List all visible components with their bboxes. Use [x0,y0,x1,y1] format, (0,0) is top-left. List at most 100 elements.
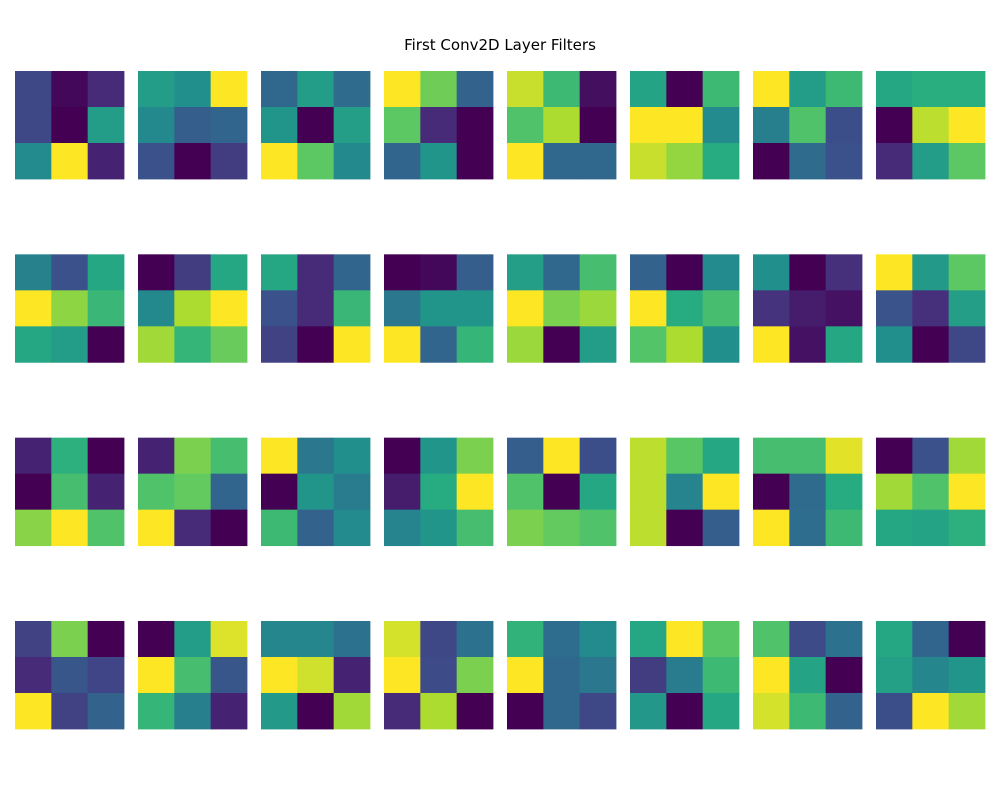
filter-24-cell-2-2 [948,509,986,547]
filter-20-cell-0-0 [384,437,421,475]
filter-18-cell-2-2 [210,509,248,547]
filter-9-cell-1-0 [15,290,52,327]
filter-15-cell-2-1 [789,326,827,363]
filter-23-cell-0-1 [789,437,827,475]
filter-21 [507,437,617,547]
filter-30-cell-0-2 [702,620,740,658]
filter-20-cell-2-2 [456,509,494,547]
filter-17-cell-2-0 [15,509,52,547]
filter-9-cell-1-1 [51,290,89,327]
filter-25-cell-1-0 [15,656,52,694]
filter-8-cell-1-2 [948,107,986,144]
filter-29-cell-1-0 [507,656,544,694]
filter-21-cell-0-2 [579,437,617,475]
filter-17-cell-1-1 [51,473,89,511]
filter-8-cell-1-0 [876,107,913,144]
filter-15 [753,254,863,363]
filter-18-cell-1-0 [138,473,175,511]
filter-1-cell-1-1 [51,107,89,144]
filter-15-cell-0-2 [825,254,863,291]
filter-20 [384,437,494,547]
filter-14-cell-2-2 [702,326,740,363]
filter-22-cell-1-1 [666,473,704,511]
filter-31-cell-1-1 [789,656,827,694]
filter-19-cell-1-2 [333,473,371,511]
filter-24-cell-1-0 [876,473,913,511]
filter-1-cell-1-0 [15,107,52,144]
filter-24-cell-1-1 [912,473,950,511]
filter-6-cell-0-0 [630,71,667,108]
filter-22-cell-1-2 [702,473,740,511]
filter-25-cell-1-1 [51,656,89,694]
filter-4-cell-2-2 [456,143,494,180]
filter-2-cell-0-1 [174,71,212,108]
filter-1-cell-0-0 [15,71,52,108]
filter-6-cell-2-2 [702,143,740,180]
filter-7-cell-1-1 [789,107,827,144]
filter-20-cell-0-2 [456,437,494,475]
filter-8-cell-0-0 [876,71,913,108]
filter-31-cell-0-2 [825,620,863,658]
filter-15-cell-1-1 [789,290,827,327]
filter-19-cell-2-0 [261,509,298,547]
filter-21-cell-1-2 [579,473,617,511]
filter-31-cell-2-0 [753,692,790,730]
filter-10-cell-2-1 [174,326,212,363]
filter-27-cell-2-0 [261,692,298,730]
filter-28-cell-0-2 [456,620,494,658]
filter-26-cell-2-1 [174,692,212,730]
filter-8-cell-0-2 [948,71,986,108]
filter-32 [876,620,986,730]
filter-20-cell-1-2 [456,473,494,511]
filter-16-cell-0-0 [876,254,913,291]
filter-12-cell-1-1 [420,290,458,327]
filter-7-cell-1-2 [825,107,863,144]
filter-3-cell-0-2 [333,71,371,108]
filter-2-cell-2-1 [174,143,212,180]
filter-15-cell-0-0 [753,254,790,291]
filter-19 [261,437,371,547]
filter-28-cell-1-0 [384,656,421,694]
filter-4-cell-2-0 [384,143,421,180]
filter-14-cell-2-0 [630,326,667,363]
filter-21-cell-2-0 [507,509,544,547]
filter-18-cell-1-1 [174,473,212,511]
filter-32-cell-2-1 [912,692,950,730]
filter-16-cell-0-2 [948,254,986,291]
filter-6-cell-1-1 [666,107,704,144]
filter-18-cell-0-2 [210,437,248,475]
filter-32-cell-1-2 [948,656,986,694]
filter-5-cell-2-2 [579,143,617,180]
filter-28-cell-2-0 [384,692,421,730]
filter-4-cell-1-2 [456,107,494,144]
filter-31 [753,620,863,730]
filter-11-cell-0-0 [261,254,298,291]
filter-27 [261,620,371,730]
filter-26-cell-2-2 [210,692,248,730]
filter-22-cell-2-1 [666,509,704,547]
filter-16 [876,254,986,363]
filter-9 [15,254,125,363]
filter-25-cell-1-2 [87,656,125,694]
filter-20-cell-1-1 [420,473,458,511]
filter-5-cell-1-0 [507,107,544,144]
filter-15-cell-1-0 [753,290,790,327]
filter-25-cell-2-0 [15,692,52,730]
filter-15-cell-0-1 [789,254,827,291]
filter-4-cell-0-1 [420,71,458,108]
filter-24-cell-2-0 [876,509,913,547]
filter-19-cell-2-2 [333,509,371,547]
filter-3-cell-2-0 [261,143,298,180]
filter-10-cell-0-0 [138,254,175,291]
filter-22-cell-0-0 [630,437,667,475]
filter-23 [753,437,863,547]
filter-19-cell-0-0 [261,437,298,475]
filter-27-cell-1-1 [297,656,335,694]
filter-4-cell-0-2 [456,71,494,108]
filter-13-cell-2-0 [507,326,544,363]
filter-29-cell-2-0 [507,692,544,730]
filter-17-cell-0-1 [51,437,89,475]
filter-32-cell-2-2 [948,692,986,730]
filter-8-cell-1-1 [912,107,950,144]
filter-17 [15,437,125,547]
